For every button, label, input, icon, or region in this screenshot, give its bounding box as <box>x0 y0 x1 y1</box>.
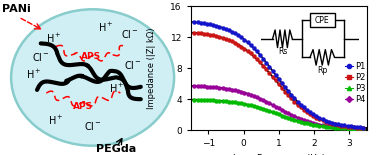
Circle shape <box>11 9 174 146</box>
Text: Rp: Rp <box>317 66 327 75</box>
Text: Rs: Rs <box>278 47 287 56</box>
Text: Cl$^-$: Cl$^-$ <box>124 59 143 71</box>
Text: APS: APS <box>81 52 101 61</box>
Text: APS: APS <box>73 102 93 111</box>
Text: PANi: PANi <box>2 4 31 14</box>
Text: CPE: CPE <box>315 16 330 25</box>
Text: Cl$^-$: Cl$^-$ <box>121 28 139 40</box>
Text: H$^+$: H$^+$ <box>26 68 41 81</box>
X-axis label: log₁₀ Frequency (Hz): log₁₀ Frequency (Hz) <box>232 154 325 155</box>
Bar <box>310 13 335 27</box>
Text: H$^+$: H$^+$ <box>48 114 64 127</box>
Text: Cl$^-$: Cl$^-$ <box>84 120 102 132</box>
Text: H$^+$: H$^+$ <box>98 21 113 34</box>
Text: Cl$^-$: Cl$^-$ <box>32 51 50 63</box>
Text: H$^+$: H$^+$ <box>109 82 124 95</box>
Legend: P1, P2, P3, P4: P1, P2, P3, P4 <box>345 62 366 104</box>
Y-axis label: Impedance (|Z| kΩ): Impedance (|Z| kΩ) <box>147 27 156 109</box>
Text: H$^+$: H$^+$ <box>46 32 62 45</box>
Text: PEGda: PEGda <box>96 144 136 154</box>
